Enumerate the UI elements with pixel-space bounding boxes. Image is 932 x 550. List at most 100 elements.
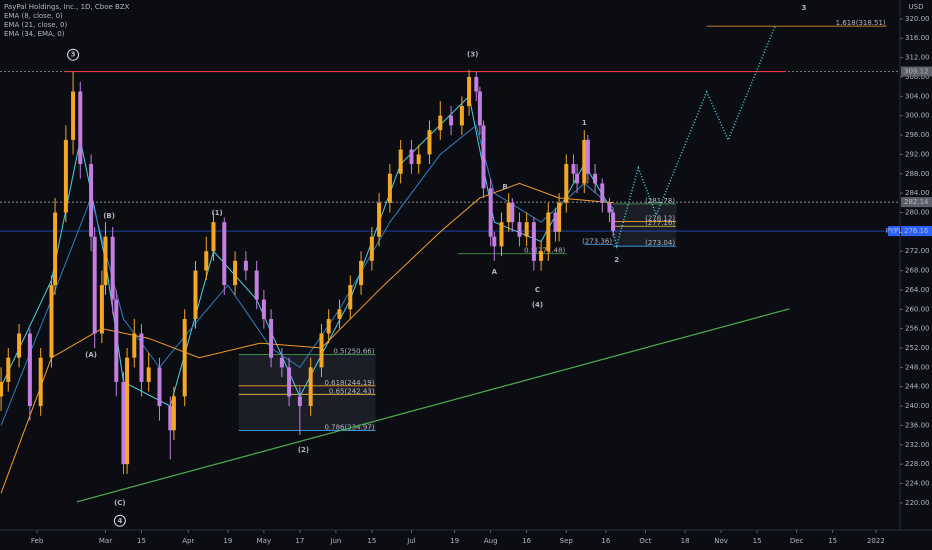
y-tick-label: 256.00 [905,325,930,333]
candle-body [481,125,486,189]
y-tick-label: 280.00 [905,208,930,216]
y-tick-label: 304.00 [905,92,930,100]
x-tick-label: Aug [484,537,498,545]
y-tick-label: 320.00 [905,15,930,23]
fib-label: 0.65(242.43) [329,387,375,395]
x-tick-label: Jun [329,537,341,545]
candle-body [92,236,97,334]
y-tick-label: 224.00 [905,480,930,488]
fib-label: 1.618(318.51) [836,19,886,27]
y-tick-label: 308.00 [905,73,930,81]
candle-body [557,202,562,232]
y-tick-label: 260.00 [905,305,930,313]
candle-body [377,202,382,237]
candle-body [492,236,497,247]
candle-body [243,260,248,271]
y-tick-label: 268.00 [905,267,930,275]
wave-label: B [502,183,507,191]
symbol-tag [888,226,900,237]
candle-body [477,91,482,126]
x-tick-label: 15 [367,537,376,545]
y-tick-label: 300.00 [905,112,930,120]
wave-label: 2 [614,256,619,264]
candle-body [17,333,22,358]
price-tag-label: 282.14 [904,198,929,206]
x-tick-label: Apr [182,537,194,545]
price-tag [901,226,932,237]
candle-body [182,318,187,397]
candle-body [146,367,151,382]
y-tick-label: 272.00 [905,247,930,255]
candle-body [474,76,479,92]
wave-label: A [492,268,498,276]
y-tick-label: 248.00 [905,363,930,371]
candle-body [121,381,126,465]
x-tick-label: 17 [295,537,304,545]
y-tick-label: 316.00 [905,34,930,42]
wave-label: (3) [467,51,478,59]
wave-label: (B) [103,212,115,220]
x-tick-label: Oct [639,537,651,545]
fib-label: (281.78) [645,197,675,205]
fib-label: (273.36) [582,238,612,246]
candle-body [157,367,162,407]
candle-body [233,260,238,286]
fib-label: (273.04) [645,239,675,247]
candle-body [564,164,569,203]
candle-body [600,183,605,203]
y-tick-label: 264.00 [905,286,930,294]
fib-label: (278.12) [645,215,675,223]
candle-body [168,406,173,431]
price-tag [901,197,932,208]
candle-body [531,222,536,261]
candle-body [546,212,551,252]
y-tick-label: 292.00 [905,150,930,158]
fib-box [613,203,677,247]
candle-body [438,115,443,131]
x-tick-label: 18 [681,537,690,545]
candle-body [571,164,576,174]
y-tick-label: 284.00 [905,189,930,197]
candle-body [510,202,515,223]
candle-body [287,367,292,397]
candle-body [49,285,54,358]
x-tick-label: 19 [223,537,232,545]
x-tick-label: Sep [560,537,574,545]
wave-circle [113,514,126,527]
wave-label: (2) [298,446,309,454]
candle-body [607,202,612,213]
x-tick-label: 15 [137,537,146,545]
candle-body [348,285,353,310]
x-tick-label: Feb [31,537,44,545]
legend-entry: EMA (21, close, 0) [4,21,67,29]
candle-body [416,154,421,165]
candle-body [593,173,598,184]
candle-body [359,260,364,286]
candle-body [449,115,454,126]
candle-body [261,299,266,319]
candle-body [171,396,176,431]
x-tick-label: Nov [714,537,728,545]
wave-label: 3 [71,51,76,59]
candle-body [575,173,580,184]
x-tick-label: 2022 [867,537,885,545]
x-tick-label: 15 [753,537,762,545]
price-tag-label: 309.12 [904,68,929,76]
y-tick-label: 296.00 [905,131,930,139]
candle-body [488,188,493,237]
candle-body [319,333,324,368]
candle-body [553,212,558,232]
candle-body [585,139,590,174]
wave-label: (4) [532,301,543,309]
candle-body [53,212,58,286]
candle-body [63,139,68,213]
candle-body [99,285,104,334]
fib-label: 0.618(244.19) [324,379,374,387]
candle-body [78,91,83,165]
fib-label: 0.5(250.66) [333,347,374,355]
candle-body [326,318,331,334]
y-tick-label: 228.00 [905,460,930,468]
candle-body [269,318,274,358]
